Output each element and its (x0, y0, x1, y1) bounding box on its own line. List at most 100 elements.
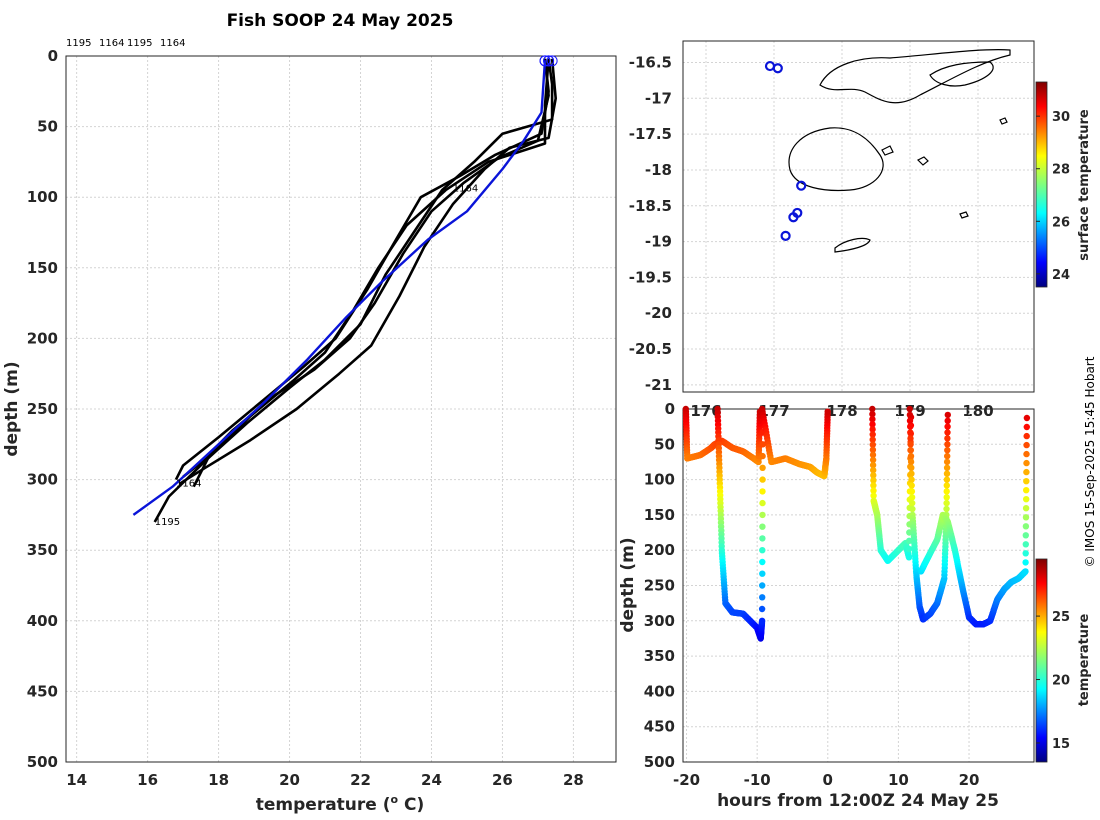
depth-time-point (908, 470, 915, 477)
profile-xtick: 18 (208, 771, 229, 789)
map-stations (764, 60, 807, 241)
depth-time-ytick: 400 (644, 682, 675, 700)
depth-time-cast (758, 405, 831, 480)
coast-taveuni (929, 61, 994, 87)
depth-time-point (906, 411, 914, 419)
depth-time-point (1023, 468, 1030, 476)
map-ytick: -17.5 (629, 125, 672, 143)
depth-time-point (1022, 559, 1029, 566)
profile-ytick: 200 (27, 329, 58, 347)
depth-time-point (907, 447, 914, 454)
depth-time-point (870, 472, 877, 479)
depth-time-point (758, 605, 766, 613)
coast-viti-levu (788, 127, 884, 192)
coast-islet-1 (916, 156, 929, 166)
top-label-1: 1195 (66, 38, 91, 49)
coast-islet-4 (999, 117, 1008, 125)
depth-time-point (944, 429, 951, 436)
profile-xtick: 26 (492, 771, 513, 789)
map-colorbar-ticklabel: 24 (1052, 268, 1070, 283)
depth-time-point (943, 464, 951, 471)
depth-time-point (906, 537, 913, 544)
depth-time-point (1023, 432, 1030, 440)
top-label-4: 1164 (160, 38, 185, 49)
map-station-marker (772, 63, 783, 74)
depth-time-point (907, 452, 915, 460)
map-plot-frame (682, 40, 1035, 393)
depth-time-point (759, 523, 766, 530)
depth-time-point (944, 447, 951, 454)
depth-time-point (869, 456, 877, 464)
depth-time-point (759, 570, 766, 577)
depth-time-point (759, 535, 766, 542)
profile-ytick: 500 (27, 753, 58, 771)
depth-time-point (1022, 487, 1030, 494)
depth-time-point (907, 458, 915, 466)
map-xtick: 178 (826, 402, 857, 420)
profile-series (132, 55, 558, 523)
map-ytick: -20.5 (629, 340, 672, 358)
depth-time-ytick: 250 (644, 577, 675, 595)
profile-ticks: 14 16 18 20 22 24 26 28 0 50 100 150 200 250 300 350 400… (27, 47, 584, 789)
depth-time-point (944, 417, 951, 424)
depth-time-point (908, 464, 915, 471)
depth-time-point (870, 477, 877, 484)
depth-time-cast (917, 414, 1031, 628)
profile-xtick: 28 (563, 771, 584, 789)
depth-time-point (869, 405, 876, 413)
depth-time-cast (714, 405, 766, 642)
depth-time-point (1022, 496, 1030, 503)
depth-time-point (1022, 550, 1029, 557)
depth-time-ytick: 500 (644, 753, 675, 771)
depth-time-point (1023, 414, 1031, 422)
profile-line-xbt-3 (178, 58, 558, 485)
profile-xtick: 14 (66, 771, 87, 789)
coast-islet-2 (959, 211, 969, 219)
depth-time-ytick: 0 (665, 400, 675, 418)
profile-ytick: 100 (27, 188, 58, 206)
temp-colorbar-label: temperature (1077, 614, 1092, 707)
depth-time-point (944, 423, 951, 430)
depth-time-point (944, 411, 951, 419)
depth-time-point (759, 558, 766, 566)
depth-time-point (943, 488, 950, 495)
depth-time-point (870, 487, 877, 494)
profile-id-label: 1195 (155, 517, 180, 528)
map-station-marker (780, 230, 791, 241)
profile-ytick: 400 (27, 612, 58, 630)
depth-time-point (1023, 450, 1030, 458)
depth-time-point (1022, 514, 1030, 521)
profile-start-marker (543, 55, 555, 67)
depth-time-point (905, 554, 913, 561)
depth-time-xtick: 20 (959, 771, 980, 789)
depth-time-point (869, 461, 877, 469)
profile-start-marker (546, 55, 558, 67)
depth-time-point (869, 436, 876, 443)
depth-time-point (869, 441, 876, 448)
depth-time-xlabel: hours from 12:00Z 24 May 25 (717, 791, 999, 811)
temp-colorbar (1035, 558, 1048, 763)
depth-time-point (908, 494, 916, 501)
depth-time-point (1023, 423, 1030, 431)
depth-time-point (1023, 441, 1030, 449)
depth-time-point (1023, 478, 1030, 485)
map-colorbar (1035, 81, 1048, 288)
profile-line-climatology (132, 60, 547, 516)
depth-time-point (1022, 541, 1029, 548)
depth-time-ytick: 50 (654, 435, 675, 453)
map-ytick: -18.5 (629, 197, 672, 215)
chart-title: Fish SOOP 24 May 2025 (227, 11, 454, 31)
profile-ylabel: depth (m) (2, 361, 22, 456)
profile-ytick: 450 (27, 682, 58, 700)
depth-time-point (1022, 532, 1029, 539)
depth-time-xtick: 10 (888, 771, 909, 789)
profile-xtick: 22 (350, 771, 371, 789)
profile-xtick: 24 (421, 771, 442, 789)
depth-time-point (908, 482, 915, 489)
depth-time-point (759, 488, 766, 495)
depth-time-point (908, 476, 915, 483)
depth-time-point (869, 426, 876, 433)
depth-time-point (943, 458, 951, 466)
coast-islet-3 (881, 145, 894, 156)
profile-ytick: 150 (27, 259, 58, 277)
